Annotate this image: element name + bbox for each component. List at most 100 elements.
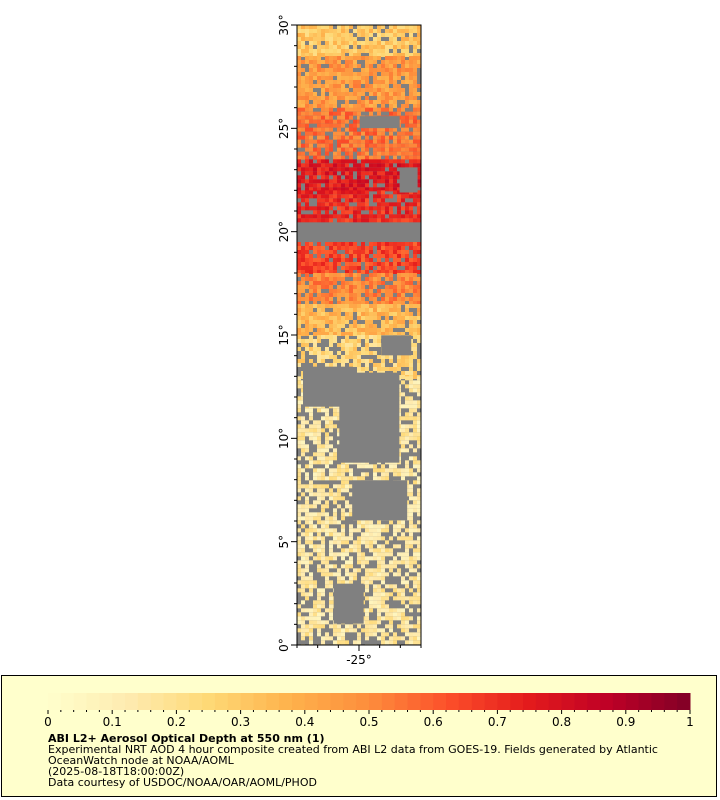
aod-cell [345, 464, 349, 469]
aod-cell [381, 592, 385, 597]
aod-cell [349, 143, 353, 148]
aod-cell [317, 37, 321, 41]
aod-cell [317, 163, 321, 168]
aod-cell [357, 49, 361, 53]
aod-cell [377, 49, 381, 53]
aod-cell [297, 64, 301, 68]
aod-cell [389, 536, 393, 541]
aod-cell [329, 297, 333, 301]
aod-cell [365, 472, 369, 477]
aod-cell [345, 468, 349, 473]
aod-cell [305, 123, 309, 128]
aod-cell [349, 528, 353, 533]
aod-cell [413, 143, 417, 148]
aod-cell [365, 316, 369, 320]
aod-cell [333, 536, 337, 541]
aod-cell [337, 143, 341, 148]
aod-cell [361, 576, 365, 581]
colorbar-segment [240, 693, 254, 710]
aod-cell [341, 332, 345, 336]
aod-cell [377, 584, 381, 589]
colorbar-segment [202, 693, 216, 710]
aod-cell [305, 29, 309, 33]
aod-cell [301, 41, 305, 45]
aod-cell [369, 524, 373, 529]
aod-cell [385, 308, 389, 312]
aod-cell [377, 163, 381, 168]
aod-cell [301, 163, 305, 168]
aod-cell [317, 600, 321, 605]
aod-cell [337, 139, 341, 144]
aod-cell [309, 289, 313, 293]
aod-cell [417, 540, 421, 545]
aod-cell [341, 488, 345, 493]
aod-cell [317, 332, 321, 336]
aod-cell [317, 608, 321, 613]
aod-cell [373, 351, 377, 355]
colorbar-segment [356, 693, 370, 710]
aod-cell [361, 155, 365, 160]
aod-cell [337, 304, 341, 308]
aod-cell [377, 277, 381, 281]
aod-cell [413, 246, 417, 250]
aod-cell [317, 328, 321, 332]
aod-cell [373, 620, 377, 625]
aod-cell [361, 246, 365, 250]
aod-cell [337, 53, 341, 57]
aod-cell [373, 37, 377, 41]
aod-cell [309, 25, 313, 29]
aod-cell [357, 104, 361, 108]
aod-cell [325, 266, 329, 270]
aod-cell [393, 179, 397, 184]
aod-cell [365, 131, 369, 136]
aod-cell [357, 297, 361, 301]
aod-cell [361, 163, 365, 168]
aod-cell [341, 355, 345, 359]
aod-cell [305, 444, 309, 449]
aod-cell [389, 135, 393, 140]
aod-cell [305, 532, 309, 537]
aod-cell [393, 560, 397, 565]
aod-cell [381, 289, 385, 293]
aod-cell [305, 45, 309, 49]
aod-cell [297, 297, 301, 301]
aod-cell [317, 210, 321, 215]
aod-cell [389, 151, 393, 156]
aod-cell [417, 242, 421, 246]
aod-cell [297, 404, 301, 409]
aod-cell [397, 596, 401, 601]
aod-cell [321, 72, 325, 76]
aod-cell [321, 277, 325, 281]
aod-cell [341, 210, 345, 215]
aod-cell [413, 285, 417, 289]
aod-cell [329, 123, 333, 128]
aod-cell [381, 214, 385, 219]
aod-cell [361, 328, 365, 332]
aod-cell [301, 548, 305, 553]
aod-cell [405, 123, 409, 128]
aod-cell [329, 612, 333, 617]
aod-cell [409, 616, 413, 621]
aod-cell [417, 376, 421, 381]
aod-cell [325, 416, 329, 421]
aod-cell [345, 175, 349, 180]
aod-cell [389, 320, 393, 324]
aod-cell [349, 56, 353, 60]
aod-cell [313, 556, 317, 561]
aod-cell [401, 254, 405, 258]
aod-cell [401, 194, 405, 199]
aod-cell [393, 151, 397, 156]
aod-cell [313, 76, 317, 80]
aod-cell [381, 60, 385, 64]
aod-cell [337, 628, 341, 633]
aod-cell [333, 363, 337, 367]
aod-cell [397, 359, 401, 363]
aod-cell [409, 380, 413, 385]
aod-cell [317, 45, 321, 49]
aod-cell [337, 37, 341, 41]
aod-cell [329, 416, 333, 421]
aod-cell [313, 214, 317, 219]
aod-cell [297, 508, 301, 513]
aod-cell [297, 183, 301, 188]
aod-cell [373, 628, 377, 633]
